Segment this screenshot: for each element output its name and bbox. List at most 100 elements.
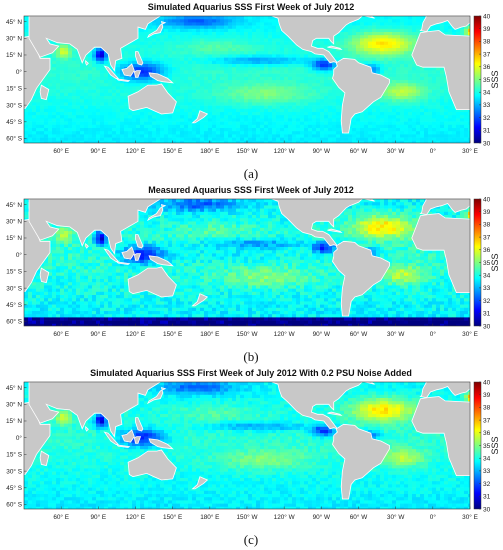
panel-c: Simulated Aquarius SSS First Week of Jul… (0, 366, 503, 549)
y-tick-label: 60° S (6, 501, 22, 509)
x-tick-label: 120° E (126, 513, 145, 521)
colorbar-tick-label: 33 (483, 285, 491, 292)
x-tick-label: 60° W (350, 513, 368, 521)
map-figure: Simulated Aquarius SSS First Week of Jul… (6, 368, 500, 547)
y-tick-label: 60° S (6, 318, 22, 326)
colorbar-tick-label: 39 (483, 392, 491, 399)
colorbar-tick-label: 30 (483, 140, 491, 147)
colorbar-tick-label: 40 (483, 196, 491, 203)
x-tick-label: 0° (430, 147, 437, 155)
x-tick-label: 30° W (387, 513, 405, 521)
x-tick-label: 60° E (53, 147, 69, 155)
y-tick-label: 45° N (6, 201, 22, 209)
sss-field (24, 382, 470, 509)
y-tick-label: 45° S (6, 484, 22, 492)
x-tick-label: 150° W (236, 330, 258, 338)
sss-field (24, 16, 470, 143)
panel-a: Simulated Aquarius SSS First Week of Jul… (0, 0, 503, 183)
y-tick-label: 0° (16, 251, 23, 259)
colorbar-tick-label: 35 (483, 443, 491, 450)
x-tick-label: 60° W (350, 330, 368, 338)
colorbar-tick-label: 38 (483, 405, 491, 412)
colorbar-tick-label: 38 (483, 39, 491, 46)
map-title: Measured Aquarius SSS First Week of July… (148, 185, 354, 195)
y-tick-label: 15° N (6, 51, 22, 59)
y-tick-label: 30° S (6, 467, 22, 475)
x-tick-label: 180° E (200, 513, 219, 521)
colorbar-label: SSS (490, 70, 500, 88)
y-tick-label: 15° S (6, 85, 22, 93)
colorbar-tick-label: 32 (483, 298, 491, 305)
x-tick-label: 30° E (462, 147, 478, 155)
x-tick-label: 60° E (53, 330, 69, 338)
map-title: Simulated Aquarius SSS First Week of Jul… (148, 2, 355, 12)
x-tick-label: 180° E (200, 330, 219, 338)
colorbar-tick-label: 40 (483, 379, 491, 386)
y-tick-label: 15° S (6, 268, 22, 276)
y-tick-label: 30° S (6, 101, 22, 109)
map-figure: Simulated Aquarius SSS First Week of Jul… (6, 2, 500, 181)
map-figure: Measured Aquarius SSS First Week of July… (6, 185, 500, 364)
x-tick-label: 120° E (126, 330, 145, 338)
colorbar-tick-label: 36 (483, 430, 491, 437)
colorbar-tick-label: 36 (483, 64, 491, 71)
sss-field (24, 199, 470, 326)
x-tick-label: 90° W (313, 330, 331, 338)
colorbar-tick-label: 40 (483, 13, 491, 20)
y-tick-label: 45° S (6, 118, 22, 126)
y-tick-label: 0° (16, 68, 23, 76)
colorbar-tick-label: 34 (483, 90, 491, 97)
panel-label: (c) (244, 532, 258, 547)
colorbar-tick-label: 37 (483, 51, 491, 58)
colorbar-tick-label: 33 (483, 468, 491, 475)
colorbar-label: SSS (490, 436, 500, 454)
x-tick-label: 120° E (126, 147, 145, 155)
y-tick-label: 45° S (6, 301, 22, 309)
colorbar-tick-label: 34 (483, 273, 491, 280)
colorbar-tick-label: 31 (483, 494, 491, 501)
x-tick-label: 120° W (274, 330, 296, 338)
x-tick-label: 30° E (462, 330, 478, 338)
x-tick-label: 120° W (274, 513, 296, 521)
map-title: Simulated Aquarius SSS First Week of Jul… (90, 368, 412, 378)
colorbar-tick-label: 38 (483, 222, 491, 229)
y-tick-label: 30° N (6, 217, 22, 225)
x-tick-label: 150° W (236, 513, 258, 521)
x-tick-label: 90° E (90, 330, 106, 338)
x-tick-label: 30° W (387, 330, 405, 338)
colorbar-tick-label: 35 (483, 77, 491, 84)
colorbar-tick-label: 39 (483, 26, 491, 33)
panel-label: (a) (244, 166, 258, 181)
land-masses (24, 16, 470, 134)
y-tick-label: 15° N (6, 417, 22, 425)
colorbar-tick-label: 31 (483, 128, 491, 135)
panel-label: (b) (243, 349, 258, 364)
colorbar-tick-label: 35 (483, 260, 491, 267)
y-tick-label: 30° N (6, 34, 22, 42)
y-tick-label: 15° S (6, 451, 22, 459)
colorbar-tick-label: 37 (483, 417, 491, 424)
colorbar-tick-label: 30 (483, 506, 491, 513)
x-tick-label: 0° (430, 513, 437, 521)
x-tick-label: 60° W (350, 147, 368, 155)
colorbar-tick-label: 33 (483, 102, 491, 109)
x-tick-label: 30° W (387, 147, 405, 155)
colorbar-tick-label: 32 (483, 481, 491, 488)
x-tick-label: 150° E (163, 330, 182, 338)
colorbar-tick-label: 32 (483, 115, 491, 122)
colorbar-tick-label: 39 (483, 209, 491, 216)
colorbar-tick-label: 30 (483, 323, 491, 330)
colorbar-tick-label: 37 (483, 234, 491, 241)
colorbar-tick-label: 31 (483, 311, 491, 318)
x-tick-label: 150° W (236, 147, 258, 155)
x-tick-label: 180° E (200, 147, 219, 155)
x-tick-label: 90° E (90, 147, 106, 155)
x-tick-label: 60° E (53, 513, 69, 521)
x-tick-label: 30° E (462, 513, 478, 521)
x-tick-label: 0° (430, 330, 437, 338)
y-tick-label: 45° N (6, 18, 22, 26)
colorbar-tick-label: 34 (483, 456, 491, 463)
y-tick-label: 30° N (6, 400, 22, 408)
x-tick-label: 90° W (313, 147, 331, 155)
y-tick-label: 15° N (6, 234, 22, 242)
